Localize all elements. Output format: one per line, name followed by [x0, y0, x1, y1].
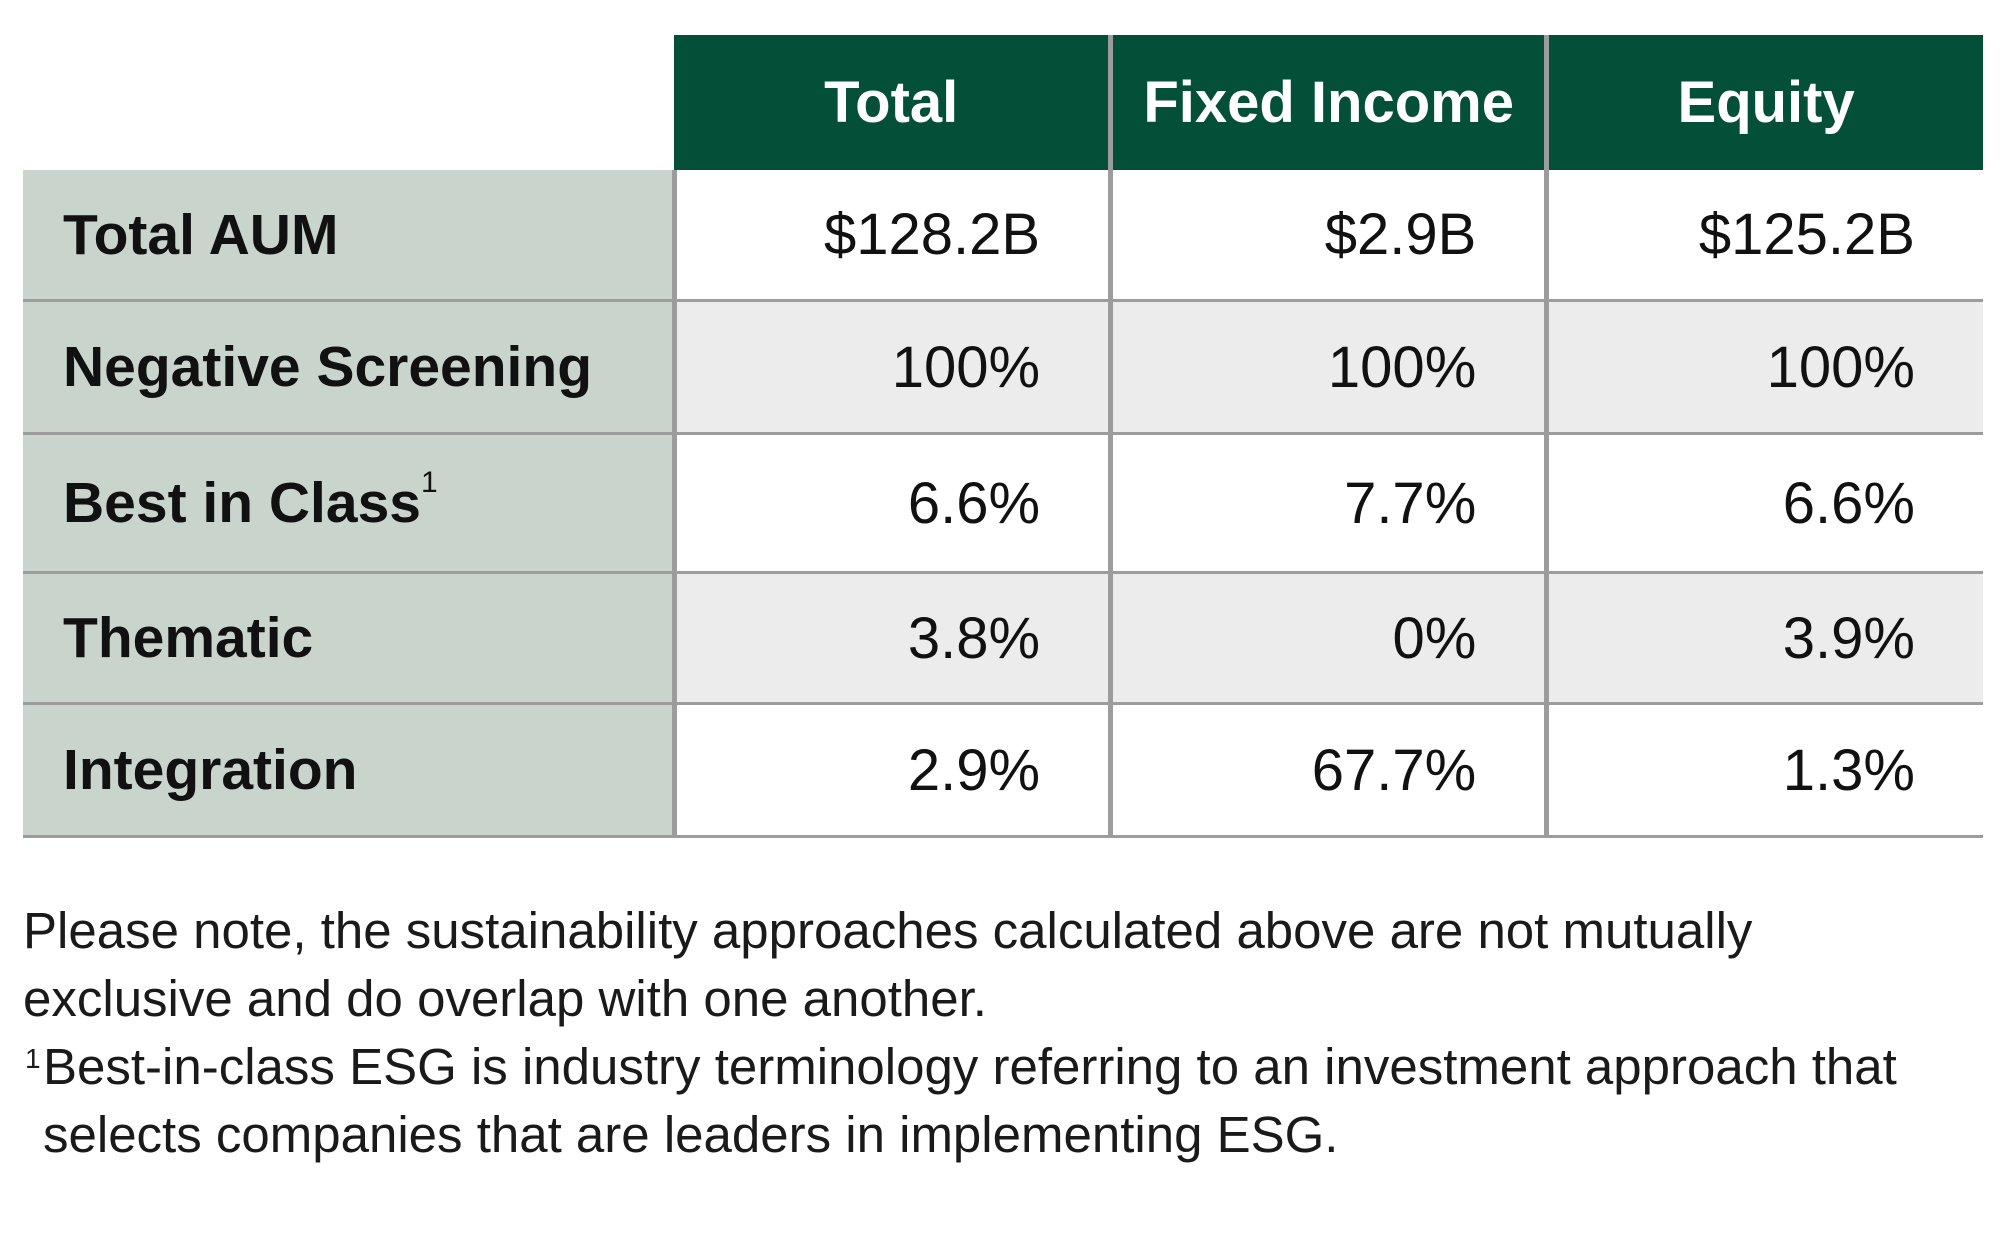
cell-thematic-equity: 3.9%: [1544, 572, 1983, 705]
cell-integration-fixed-income: 67.7%: [1108, 703, 1547, 838]
cell-total-aum-total: $128.2B: [674, 170, 1111, 302]
row-label-total-aum: Total AUM: [23, 170, 677, 302]
footnote-text: Best-in-class ESG is industry terminolog…: [43, 1038, 1897, 1163]
cell-thematic-total: 3.8%: [674, 572, 1111, 705]
footnote-marker-superscript: 1: [420, 466, 438, 499]
row-label-text: Negative Screening: [63, 335, 593, 399]
column-header-fixed-income: Fixed Income: [1108, 35, 1547, 170]
cell-best-in-class-fixed-income: 7.7%: [1108, 433, 1547, 574]
table-row: Best in Class1 6.6% 7.7% 6.6%: [23, 433, 1983, 574]
overlap-note: Please note, the sustainability approach…: [23, 902, 1753, 1027]
table-notes: Please note, the sustainability approach…: [23, 897, 1923, 1169]
row-label-text: Integration: [63, 738, 358, 802]
row-label-text: Total AUM: [63, 202, 339, 267]
table-row: Thematic 3.8% 0% 3.9%: [23, 572, 1983, 705]
footnote-line: 1 Best-in-class ESG is industry terminol…: [23, 1033, 1923, 1169]
column-header-equity: Equity: [1544, 35, 1983, 170]
cell-best-in-class-total: 6.6%: [674, 433, 1111, 574]
cell-total-aum-fixed-income: $2.9B: [1108, 170, 1547, 302]
row-label-text: Thematic: [63, 606, 314, 670]
row-label-negative-screening: Negative Screening: [23, 300, 677, 435]
table-row: Integration 2.9% 67.7% 1.3%: [23, 703, 1983, 838]
cell-total-aum-equity: $125.2B: [1544, 170, 1983, 302]
cell-negative-screening-equity: 100%: [1544, 300, 1983, 435]
footnote-marker: 1: [25, 1043, 41, 1074]
cell-integration-equity: 1.3%: [1544, 703, 1983, 838]
table-header-row: Total Fixed Income Equity: [23, 35, 1983, 170]
esg-approaches-table: Total Fixed Income Equity Total AUM $128…: [23, 35, 1983, 838]
cell-thematic-fixed-income: 0%: [1108, 572, 1547, 705]
cell-negative-screening-fixed-income: 100%: [1108, 300, 1547, 435]
cell-best-in-class-equity: 6.6%: [1544, 433, 1983, 574]
esg-table-container: Total Fixed Income Equity Total AUM $128…: [23, 35, 1983, 838]
table-row: Total AUM $128.2B $2.9B $125.2B: [23, 170, 1983, 302]
table-corner: [23, 35, 675, 170]
cell-negative-screening-total: 100%: [674, 300, 1111, 435]
row-label-thematic: Thematic: [23, 572, 677, 705]
table-row: Negative Screening 100% 100% 100%: [23, 300, 1983, 435]
row-label-integration: Integration: [23, 703, 677, 838]
row-label-text: Best in Class: [63, 471, 421, 535]
cell-integration-total: 2.9%: [674, 703, 1111, 838]
row-label-best-in-class: Best in Class1: [23, 433, 677, 574]
column-header-total: Total: [674, 35, 1111, 170]
